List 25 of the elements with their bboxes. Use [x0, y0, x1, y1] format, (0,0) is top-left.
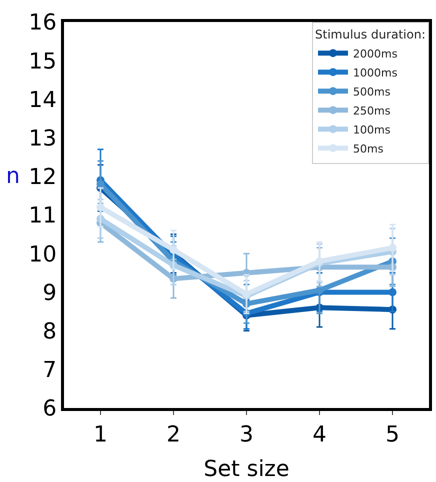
legend-title: Stimulus duration: [315, 28, 426, 42]
y-tick-label: 16 [28, 10, 57, 36]
legend-label: 250ms [353, 104, 391, 118]
y-tick-label: 10 [28, 242, 57, 268]
text: n [6, 164, 20, 189]
legend-label: 500ms [353, 85, 391, 98]
legend-label: 100ms [353, 123, 391, 136]
x-axis-title: Set size [204, 457, 290, 482]
y-tick-label: 11 [28, 204, 57, 229]
y-tick-label: 14 [28, 88, 57, 113]
x-tick-label: 3 [240, 422, 254, 448]
x-tick-label: 2 [166, 422, 180, 448]
y-tick-label: 12 [28, 165, 57, 190]
y-tick-label: 6 [42, 396, 57, 422]
y-tick-label: 7 [42, 358, 57, 384]
legend-label: 2000ms [353, 47, 398, 60]
y-tick-label: 15 [28, 49, 57, 74]
x-tick-label: 4 [312, 422, 326, 448]
y-tick-label: 13 [28, 126, 57, 152]
y-tick-label: 8 [42, 320, 57, 344]
y-tick-label: 9 [42, 280, 57, 306]
legend-label: 50ms [353, 142, 384, 156]
x-tick-label: 5 [386, 422, 400, 448]
legend-label: 1000ms [353, 66, 398, 80]
x-tick-label: 1 [94, 422, 108, 448]
